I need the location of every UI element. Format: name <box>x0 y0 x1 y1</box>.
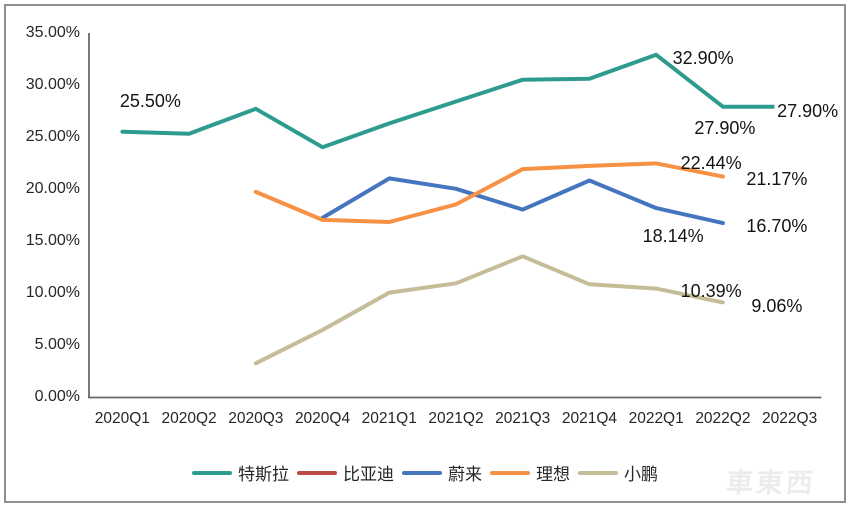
data-label: 16.70% <box>746 216 808 237</box>
x-axis-label: 2020Q2 <box>161 410 217 427</box>
legend-line-swatch <box>297 470 337 475</box>
x-axis-label: 2022Q1 <box>628 410 684 427</box>
y-axis-label: 25.00% <box>25 127 80 145</box>
series-line-小鹏 <box>253 254 725 366</box>
y-axis-label: 5.00% <box>34 335 80 353</box>
x-axis-label: 2022Q3 <box>762 410 818 427</box>
y-axis-label: 35.00% <box>25 24 80 41</box>
axis-lines <box>88 33 822 399</box>
legend-item-比亚迪: 比亚迪 <box>297 460 394 485</box>
data-label: 18.14% <box>642 226 704 247</box>
legend-label: 理想 <box>536 465 570 484</box>
x-axis-label: 2022Q2 <box>695 410 751 427</box>
y-axis-label: 15.00% <box>25 231 80 249</box>
legend-label: 特斯拉 <box>238 465 289 484</box>
data-label: 10.39% <box>680 280 742 301</box>
legend-label: 蔚来 <box>448 465 482 484</box>
data-label: 25.50% <box>119 90 181 111</box>
legend-item-特斯拉: 特斯拉 <box>192 460 289 485</box>
x-axis-label: 2021Q2 <box>428 410 484 427</box>
legend-line-swatch <box>402 470 442 475</box>
legend-label: 小鹏 <box>624 465 658 484</box>
data-label: 27.90% <box>694 117 756 138</box>
data-label: 32.90% <box>672 47 734 68</box>
x-axis-label: 2020Q4 <box>294 410 351 427</box>
series-line-蔚来 <box>320 176 725 226</box>
y-axis-label: 30.00% <box>25 75 80 93</box>
x-axis-label: 2020Q3 <box>228 410 284 427</box>
legend-line-swatch <box>490 470 530 475</box>
y-axis-label: 10.00% <box>25 283 80 301</box>
legend-line-swatch <box>192 470 232 475</box>
x-axis-label: 2020Q1 <box>94 410 150 427</box>
data-label: 22.44% <box>680 153 742 174</box>
y-axis-label: 20.00% <box>25 179 80 197</box>
watermark: 車東西 <box>724 468 818 498</box>
x-axis-label: 2021Q1 <box>361 410 417 427</box>
legend-item-小鹏: 小鹏 <box>578 460 658 485</box>
x-axis-label: 2021Q4 <box>561 410 618 427</box>
series-line-特斯拉 <box>120 52 792 150</box>
data-label: 27.90% <box>774 100 842 121</box>
series-line-理想 <box>253 161 725 224</box>
legend-line-swatch <box>578 470 618 475</box>
x-axis-label: 2021Q3 <box>495 410 551 427</box>
data-label: 9.06% <box>751 296 803 317</box>
legend-item-理想: 理想 <box>490 460 570 485</box>
data-label: 21.17% <box>746 168 808 189</box>
legend-label: 比亚迪 <box>343 465 394 484</box>
legend: 特斯拉 比亚迪 蔚来 理想 小鹏 <box>0 460 850 485</box>
legend-item-蔚来: 蔚来 <box>402 460 482 485</box>
y-axis-label: 0.00% <box>34 387 80 405</box>
